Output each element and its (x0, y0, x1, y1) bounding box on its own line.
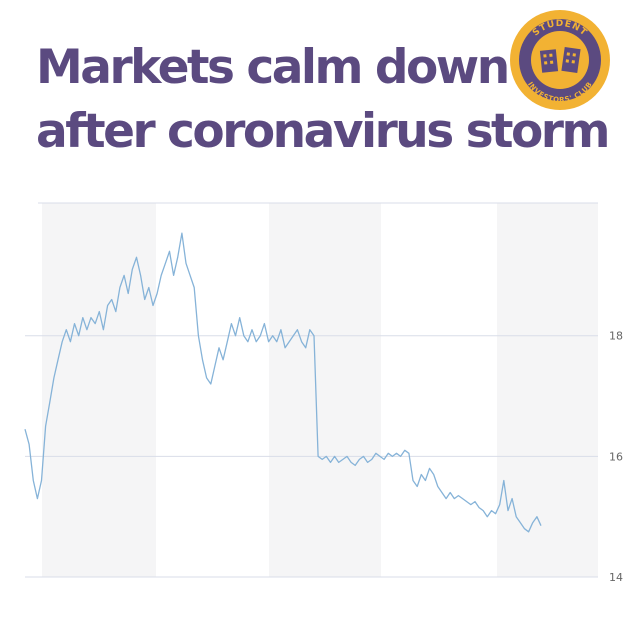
headline-line-2: after coronavirus storm (36, 104, 610, 159)
y-axis-ticks: 18 16 14 (609, 330, 623, 584)
line-chart: 18 16 14 (24, 202, 623, 584)
headline-line-1: Markets calm down (36, 40, 510, 95)
chart-band (269, 203, 381, 577)
y-tick-label: 16 (609, 450, 623, 463)
y-tick-label: 14 (609, 571, 623, 584)
logo-building-icon (539, 47, 581, 73)
chart-bands (42, 203, 598, 577)
headline: Markets calm down after coronavirus stor… (36, 36, 610, 164)
y-tick-label: 18 (609, 330, 623, 343)
chart-gridlines (25, 202, 598, 578)
chart-band (497, 203, 598, 577)
chart-band (42, 203, 156, 577)
series-line (24, 232, 542, 533)
logo-inner-disc (531, 31, 589, 89)
student-investors-club-logo: STUDENT INVESTORS' CLUB (510, 10, 610, 110)
